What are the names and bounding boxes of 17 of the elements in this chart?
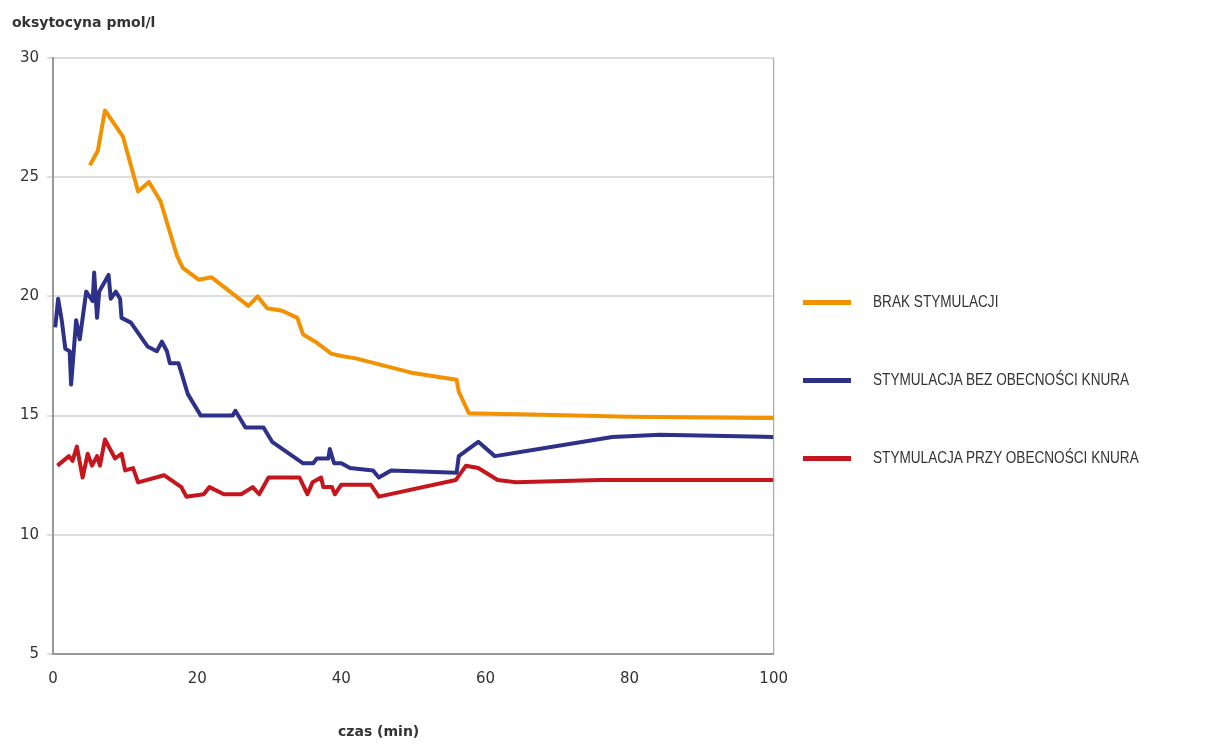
legend-label: STYMULACJA BEZ OBECNOŚCI KNURA xyxy=(873,371,1130,389)
y-tick-label: 30 xyxy=(19,47,40,66)
x-tick-label: 40 xyxy=(331,668,351,687)
x-tick-label: 0 xyxy=(48,668,58,687)
y-tick-label: 5 xyxy=(29,643,40,662)
y-tick-label: 15 xyxy=(19,405,40,424)
legend-label: BRAK STYMULACJI xyxy=(873,293,999,311)
x-tick-label: 60 xyxy=(475,668,495,687)
y-tick-label: 25 xyxy=(19,167,40,186)
x-tick-label: 80 xyxy=(620,668,640,687)
y-tick-label: 20 xyxy=(19,286,40,305)
x-tick-label: 100 xyxy=(759,668,789,687)
y-tick-label: 10 xyxy=(19,524,40,543)
y-axis-title: oksytocyna pmol/l xyxy=(12,14,156,30)
x-tick-label: 20 xyxy=(187,668,207,687)
legend-label: STYMULACJA PRZY OBECNOŚCI KNURA xyxy=(873,449,1139,467)
x-axis-title: czas (min) xyxy=(338,723,420,739)
